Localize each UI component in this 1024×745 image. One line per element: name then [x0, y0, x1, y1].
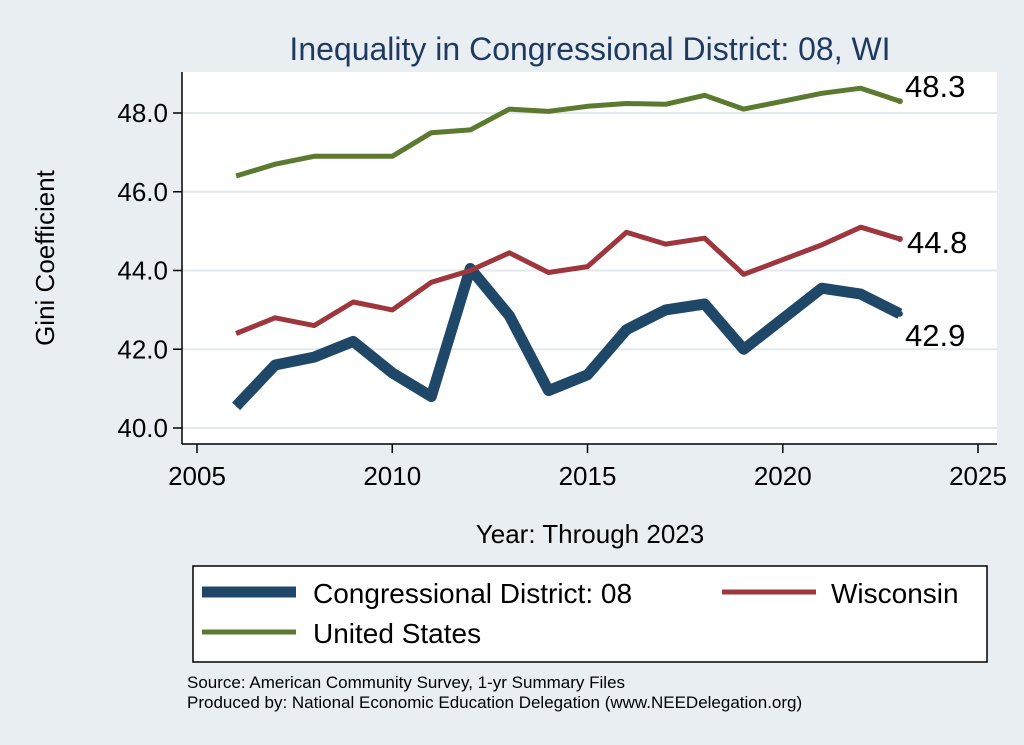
chart-title: Inequality in Congressional District: 08…: [289, 31, 890, 67]
x-tick-label: 2025: [949, 461, 1007, 491]
end-labels: 42.9 44.8 48.3: [905, 69, 967, 353]
producer-line: Produced by: National Economic Education…: [187, 693, 802, 712]
legend: Congressional District: 08 Wisconsin Uni…: [192, 565, 988, 663]
y-tick-label: 44.0: [117, 256, 168, 286]
end-label-wisconsin: 44.8: [907, 225, 967, 260]
series-line-united-states: [235, 85, 901, 179]
legend-label-united-states: United States: [313, 618, 481, 649]
source-line: Source: American Community Survey, 1-yr …: [187, 673, 625, 692]
gridlines: [182, 112, 997, 429]
x-tick-label: 2015: [559, 461, 617, 491]
series-lines: [232, 85, 903, 411]
series-line-wisconsin: [235, 224, 901, 336]
x-axis-ticks: 2005 2010 2015 2020 2025: [168, 444, 1007, 491]
y-tick-label: 46.0: [117, 177, 168, 207]
x-tick-label: 2005: [168, 461, 226, 491]
end-label-united-states: 48.3: [905, 69, 965, 104]
series-line-district: [232, 263, 903, 411]
y-axis-label: Gini Coefficient: [30, 169, 60, 346]
y-tick-label: 42.0: [117, 334, 168, 364]
y-tick-label: 40.0: [117, 413, 168, 443]
x-tick-label: 2020: [754, 461, 812, 491]
y-axis-ticks: 40.0 42.0 44.0 46.0 48.0: [117, 98, 182, 443]
legend-label-wisconsin: Wisconsin: [831, 578, 959, 609]
plot-area: [182, 72, 997, 444]
x-axis-label: Year: Through 2023: [476, 519, 704, 549]
legend-label-district: Congressional District: 08: [313, 578, 632, 609]
end-point-marker: [896, 310, 903, 317]
legend-box: [192, 565, 988, 663]
end-label-district: 42.9: [905, 318, 965, 353]
y-tick-label: 48.0: [117, 98, 168, 128]
end-point-marker: [896, 98, 903, 105]
x-tick-label: 2010: [363, 461, 421, 491]
end-point-marker: [896, 236, 903, 242]
